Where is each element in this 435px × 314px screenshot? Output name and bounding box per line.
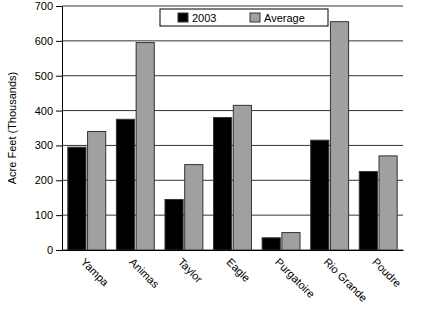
y-tick-mark [56, 111, 62, 112]
bar [185, 165, 203, 250]
y-tick-label: 500 [35, 70, 53, 82]
y-tick-mark [56, 250, 62, 251]
x-tick-label: Animas [127, 256, 162, 291]
chart: 0 100 200 300 400 500 600 700 Yampa Animas Taylor E… [0, 0, 435, 314]
y-tick-label: 400 [35, 105, 53, 117]
bar [165, 199, 183, 250]
legend-box [160, 9, 328, 26]
y-tick-label: 0 [47, 244, 53, 256]
x-tick: Poudre [370, 256, 404, 290]
x-tick-label: Rio Grande [322, 256, 370, 304]
grid-line [62, 145, 403, 146]
legend-label: Average [264, 12, 305, 24]
y-tick-label: 700 [35, 0, 53, 12]
grid-line [62, 75, 403, 76]
x-tick-label: Poudre [370, 256, 404, 290]
y-tick: 700 [35, 0, 62, 12]
bar [233, 105, 251, 250]
bar [311, 140, 329, 250]
y-tick-mark [56, 76, 62, 77]
y-tick-label: 200 [35, 174, 53, 186]
y-tick-mark [56, 41, 62, 42]
x-tick: Yampa [79, 256, 112, 289]
y-tick: 100 [35, 209, 62, 221]
bar [379, 156, 397, 250]
legend-entry: Average [250, 12, 305, 24]
legend-label: 2003 [192, 12, 216, 24]
bars [68, 22, 397, 250]
grid-line [62, 40, 403, 41]
y-tick-mark [56, 215, 62, 216]
y-tick: 600 [35, 35, 62, 47]
x-tick: Taylor [176, 256, 205, 285]
bar [359, 172, 377, 250]
grid-line [62, 110, 403, 111]
x-tick: Rio Grande [322, 256, 370, 304]
x-tick-label: Taylor [176, 256, 205, 285]
bar [282, 233, 300, 250]
y-tick: 400 [35, 105, 62, 117]
bar [116, 119, 134, 250]
bar [330, 22, 348, 250]
x-tick-label: Purgatoire [273, 256, 317, 300]
bar [262, 238, 280, 250]
y-axis-title: Acre Feet (Thousands) [6, 72, 18, 185]
x-tick: Animas [127, 256, 162, 291]
x-tick-label: Yampa [79, 256, 112, 289]
bar [88, 131, 106, 250]
y-tick-label: 600 [35, 35, 53, 47]
grid-line [62, 250, 403, 251]
y-axis: 0 100 200 300 400 500 600 700 [35, 0, 63, 256]
legend-swatch [250, 13, 260, 22]
grid-line [62, 215, 403, 216]
bar [136, 43, 154, 250]
legend-swatch [178, 13, 188, 22]
grid [62, 6, 403, 250]
bar [68, 147, 86, 250]
x-axis-line [63, 250, 404, 251]
plot: 0 100 200 300 400 500 600 700 Yampa Animas Taylor E… [35, 0, 404, 304]
x-tick: Purgatoire [273, 256, 317, 300]
x-tick: Eagle [224, 256, 252, 284]
legend-entry: 2003 [178, 12, 216, 24]
grid-line [62, 180, 403, 181]
grid-line [62, 6, 403, 7]
y-tick: 200 [35, 174, 62, 186]
y-tick: 0 [47, 244, 62, 256]
y-tick-label: 100 [35, 209, 53, 221]
y-tick-mark [56, 145, 62, 146]
y-tick-mark [56, 6, 62, 7]
y-axis-line [62, 7, 63, 251]
y-tick: 500 [35, 70, 62, 82]
x-axis: Yampa Animas Taylor Eagle PurgatoireRio Gran… [63, 251, 404, 304]
y-tick-mark [56, 180, 62, 181]
y-tick-label: 300 [35, 139, 53, 151]
legend: 2003 Average [160, 9, 328, 26]
x-tick-label: Eagle [224, 256, 252, 284]
bar [214, 118, 232, 250]
y-tick: 300 [35, 139, 62, 151]
